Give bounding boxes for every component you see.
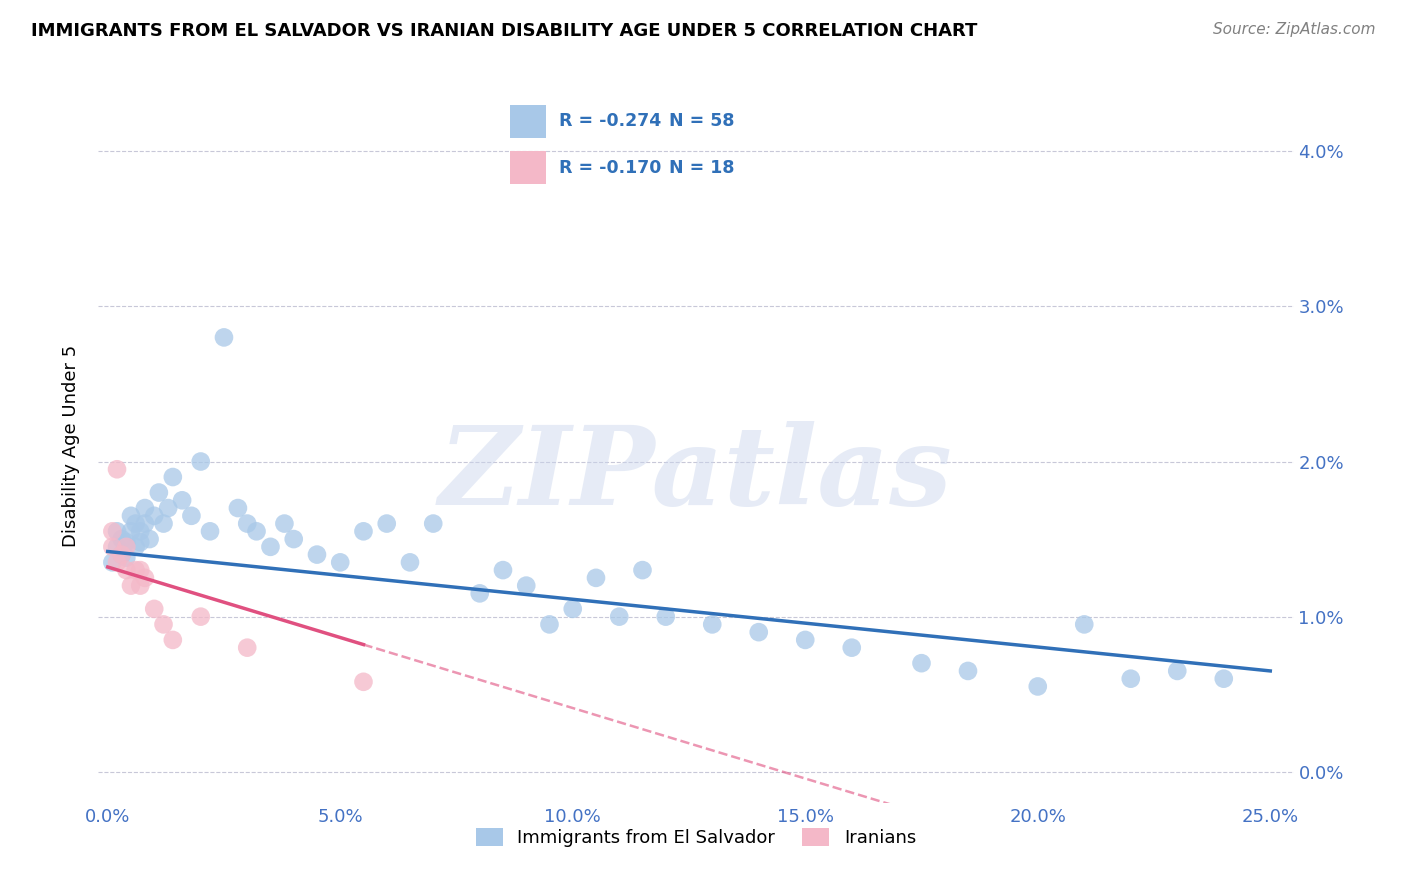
Point [236,640,259,655]
Point [111,548,134,562]
Point [190,609,212,624]
Point [399,555,422,569]
Point [305,548,328,562]
Point [115,540,138,554]
Point [329,555,352,569]
Text: R = -0.170: R = -0.170 [560,159,662,177]
Point [180,508,202,523]
Point [111,548,134,562]
Point [115,563,138,577]
Point [143,508,166,523]
Bar [510,105,546,137]
Point [259,540,281,554]
Point [105,462,128,476]
Point [129,579,152,593]
Point [492,563,515,577]
Point [115,535,138,549]
Point [105,540,128,554]
Point [1212,672,1234,686]
Point [111,532,134,546]
Point [138,532,160,546]
Bar [510,151,546,184]
Point [134,571,156,585]
Point [129,535,152,549]
Y-axis label: Disability Age Under 5: Disability Age Under 5 [62,345,80,547]
Point [607,609,630,624]
Point [748,625,770,640]
Text: N = 18: N = 18 [669,159,734,177]
Legend: Immigrants from El Salvador, Iranians: Immigrants from El Salvador, Iranians [468,821,924,855]
Point [561,602,583,616]
Point [468,586,491,600]
Point [236,516,259,531]
Point [702,617,724,632]
Point [1073,617,1095,632]
Point [129,563,152,577]
Point [134,501,156,516]
Point [152,516,174,531]
Point [910,656,932,670]
Point [198,524,221,539]
Point [226,501,249,516]
Point [124,540,146,554]
Point [631,563,654,577]
Point [105,555,128,569]
Point [101,524,124,539]
Point [152,617,174,632]
Point [120,579,142,593]
Point [422,516,444,531]
Text: ZIPatlas: ZIPatlas [439,421,953,528]
Point [105,524,128,539]
Point [148,485,170,500]
Text: N = 58: N = 58 [669,112,734,130]
Point [129,524,152,539]
Point [841,640,863,655]
Point [115,550,138,565]
Point [956,664,979,678]
Point [120,524,142,539]
Point [538,617,561,632]
Point [375,516,398,531]
Point [353,524,375,539]
Point [124,516,146,531]
Point [101,540,124,554]
Point [143,602,166,616]
Point [1026,680,1049,694]
Point [655,609,678,624]
Point [157,501,180,516]
Text: R = -0.274: R = -0.274 [560,112,662,130]
Point [172,493,194,508]
Point [162,470,184,484]
Point [134,516,156,531]
Point [1166,664,1188,678]
Text: IMMIGRANTS FROM EL SALVADOR VS IRANIAN DISABILITY AGE UNDER 5 CORRELATION CHART: IMMIGRANTS FROM EL SALVADOR VS IRANIAN D… [31,22,977,40]
Point [273,516,295,531]
Point [212,330,235,344]
Point [120,508,142,523]
Point [124,563,146,577]
Point [101,555,124,569]
Point [162,632,184,647]
Point [1119,672,1142,686]
Point [794,632,817,647]
Point [190,454,212,468]
Text: Source: ZipAtlas.com: Source: ZipAtlas.com [1212,22,1375,37]
Point [283,532,305,546]
Point [353,674,375,689]
Point [245,524,267,539]
Point [515,579,537,593]
Point [585,571,607,585]
